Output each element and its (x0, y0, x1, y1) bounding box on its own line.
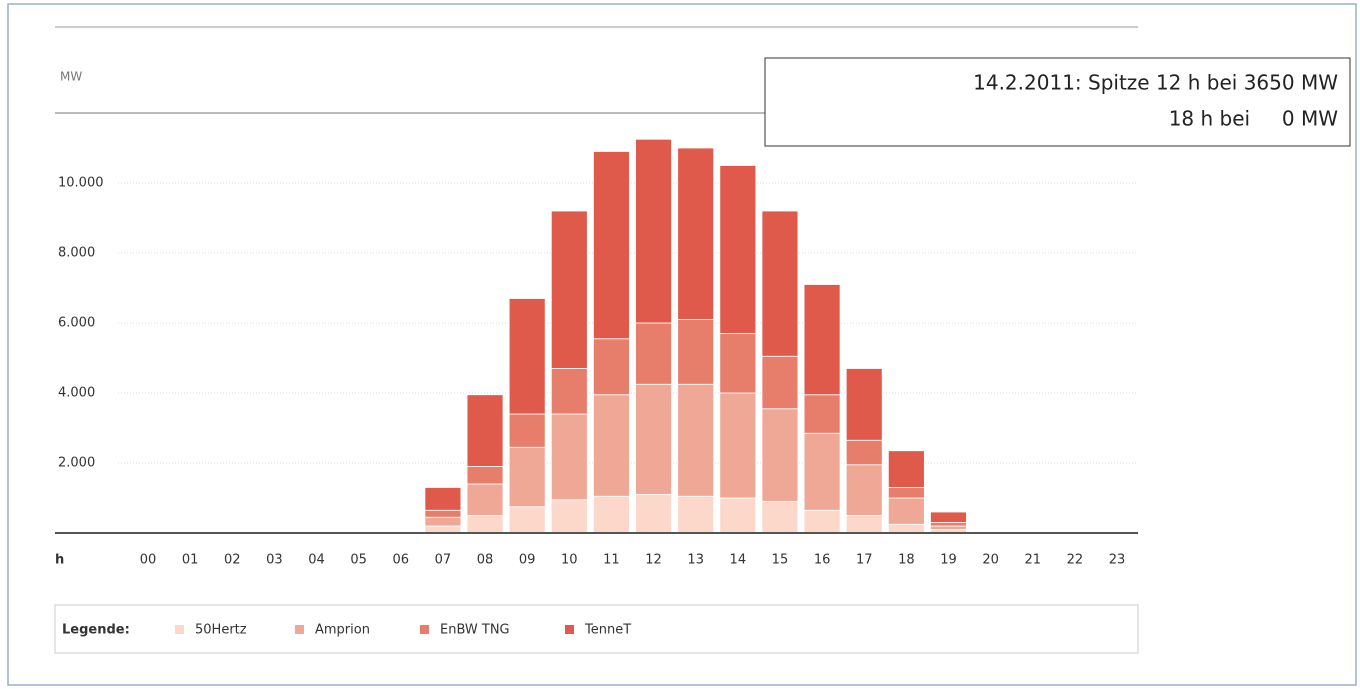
y-tick-label: 2.000 (58, 456, 95, 471)
bar-segment (719, 165, 757, 334)
bar-segment (845, 439, 883, 466)
bar-segment (466, 515, 504, 534)
legend-label: TenneT (584, 623, 631, 638)
x-tick-label: 19 (940, 553, 957, 568)
bar-segment (719, 497, 757, 534)
bar-segment (550, 210, 588, 369)
bar-segment (550, 413, 588, 501)
bar-segment (508, 506, 546, 534)
bar-segment (930, 511, 967, 523)
x-tick-label: 20 (982, 553, 999, 568)
bar-segment (550, 499, 588, 534)
bar-segment (761, 408, 799, 502)
bar-segment (845, 464, 883, 516)
bar-segment (466, 466, 504, 485)
bar-segment (887, 523, 925, 534)
annotation: 14.2.2011: Spitze 12 h bei 3650 MW (973, 71, 1338, 95)
x-tick-label: 09 (519, 553, 536, 568)
bar-segment (677, 319, 715, 385)
legend-swatch (175, 625, 184, 634)
x-tick-label: 00 (140, 553, 157, 568)
bar-segment (845, 368, 883, 441)
bar-segment (635, 138, 672, 324)
x-tick-label: 18 (898, 553, 915, 568)
legend-title: Legende: (62, 623, 130, 638)
bar-segment (508, 413, 546, 448)
x-tick-label: 16 (814, 553, 831, 568)
x-tick-label: 13 (687, 553, 704, 568)
x-axis-label: h (55, 553, 64, 568)
x-tick-label: 04 (308, 553, 325, 568)
x-tick-label: 01 (182, 553, 199, 568)
x-tick-label: 12 (645, 553, 662, 568)
legend-box (54, 604, 1139, 654)
x-tick-label: 11 (603, 553, 620, 568)
bar-segment (719, 333, 757, 394)
y-tick-label: 10.000 (58, 176, 104, 191)
bar-segment (887, 497, 925, 525)
x-tick-label: 07 (435, 553, 452, 568)
x-tick-label: 03 (266, 553, 283, 568)
bar-segment (930, 525, 967, 530)
legend-swatch (420, 625, 429, 634)
bar-segment (761, 355, 799, 410)
bar-segment (593, 151, 630, 340)
legend-label: 50Hertz (195, 623, 247, 638)
x-tick-label: 21 (1024, 553, 1041, 568)
x-tick-label: 14 (730, 553, 747, 568)
bar-segment (424, 487, 462, 511)
bar-segment (803, 432, 841, 511)
bar-segment (424, 516, 462, 527)
x-tick-label: 10 (561, 553, 578, 568)
legend-swatch (565, 625, 574, 634)
bar-segment (719, 392, 757, 499)
bar-segment (635, 322, 672, 385)
bar-segment (550, 368, 588, 415)
bar-segment (508, 446, 546, 508)
x-tick-label: 02 (224, 553, 241, 568)
bar-segment (508, 298, 546, 415)
legend-label: EnBW TNG (440, 623, 510, 638)
x-tick-label: 22 (1067, 553, 1084, 568)
bar-segment (803, 509, 841, 534)
y-axis-label: MW (60, 70, 82, 84)
y-tick-label: 8.000 (58, 246, 95, 261)
bar-segment (466, 483, 504, 516)
legend-swatch (295, 625, 304, 634)
y-tick-label: 6.000 (58, 316, 95, 331)
bar-segment (593, 495, 630, 534)
bar-segment (803, 284, 841, 396)
x-tick-label: 23 (1109, 553, 1126, 568)
bar-segment (803, 394, 841, 434)
bar-segment (887, 450, 925, 488)
bar-segment (466, 394, 504, 467)
bar-segment (635, 383, 672, 495)
x-tick-label: 06 (393, 553, 410, 568)
frame (7, 3, 1357, 686)
bar-segment (424, 509, 462, 518)
x-tick-label: 17 (856, 553, 873, 568)
bar-segment (424, 525, 462, 534)
y-tick-label: 4.000 (58, 386, 95, 401)
bar-segment (887, 487, 925, 499)
annotation-box (764, 57, 1351, 147)
legend-label: Amprion (315, 623, 370, 638)
bar-segment (593, 394, 630, 497)
x-tick-label: 15 (772, 553, 789, 568)
annotation: 18 h bei 0 MW (1169, 107, 1339, 131)
bar-segment (761, 501, 799, 534)
x-tick-label: 08 (477, 553, 494, 568)
bar-segment (930, 522, 967, 527)
bar-segment (845, 515, 883, 534)
bar-segment (677, 383, 715, 497)
bar-segment (761, 210, 799, 357)
bar-segment (635, 494, 672, 534)
x-tick-label: 05 (350, 553, 367, 568)
bar-segment (593, 338, 630, 396)
bar-segment (677, 147, 715, 320)
bar-segment (677, 495, 715, 534)
